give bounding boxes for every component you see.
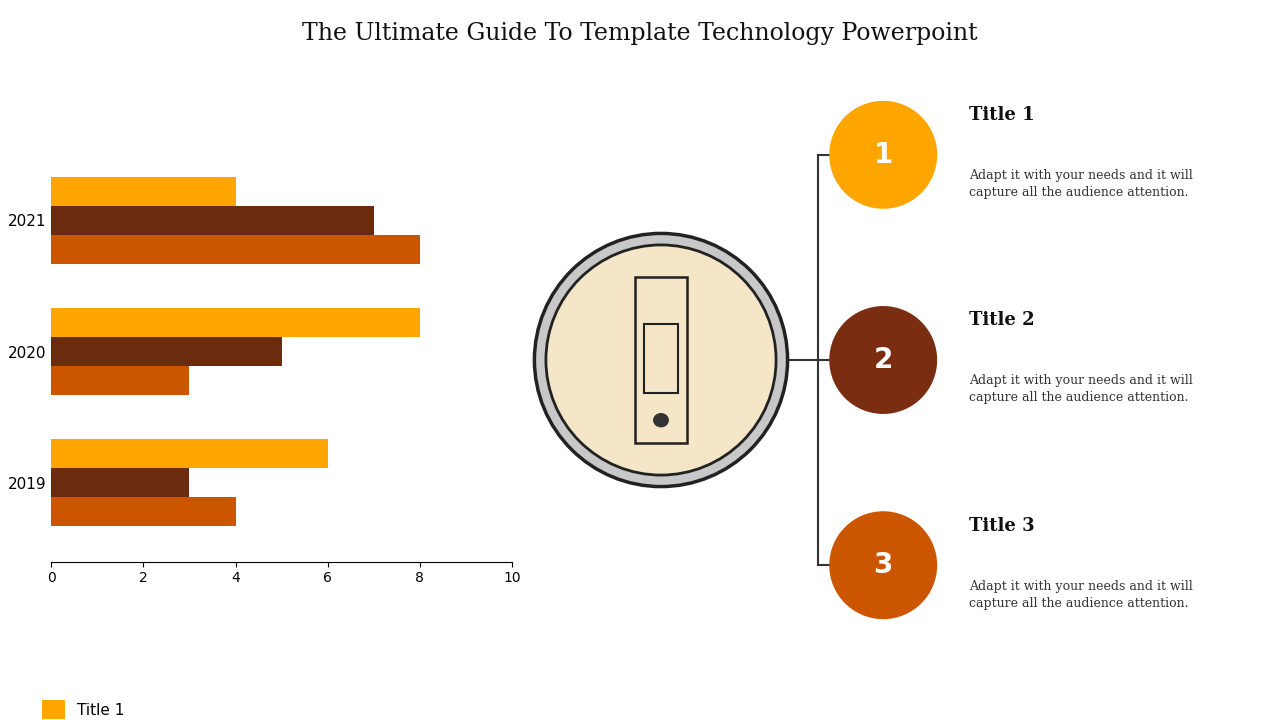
- Ellipse shape: [829, 101, 937, 209]
- Bar: [51, 469, 189, 498]
- Bar: [51, 498, 236, 526]
- Text: Title 2: Title 2: [969, 311, 1034, 329]
- Text: Adapt it with your needs and it will
capture all the audience attention.: Adapt it with your needs and it will cap…: [969, 580, 1193, 610]
- Text: 3: 3: [873, 552, 893, 579]
- FancyBboxPatch shape: [644, 324, 678, 393]
- Bar: [51, 235, 420, 264]
- Bar: [51, 206, 374, 235]
- Text: 1: 1: [873, 141, 893, 168]
- Circle shape: [653, 413, 669, 428]
- Text: Title 1: Title 1: [969, 106, 1034, 124]
- Bar: [51, 439, 328, 469]
- Ellipse shape: [545, 245, 776, 475]
- Text: 2: 2: [873, 346, 893, 374]
- Bar: [51, 177, 236, 206]
- Ellipse shape: [829, 511, 937, 619]
- FancyBboxPatch shape: [635, 277, 687, 443]
- Text: Adapt it with your needs and it will
capture all the audience attention.: Adapt it with your needs and it will cap…: [969, 374, 1193, 405]
- Text: The Ultimate Guide To Template Technology Powerpoint: The Ultimate Guide To Template Technolog…: [302, 22, 978, 45]
- Legend: Title 1, Title 2, Title 3: Title 1, Title 2, Title 3: [36, 694, 131, 720]
- Text: Title 3: Title 3: [969, 517, 1034, 534]
- Bar: [51, 366, 189, 395]
- Text: Adapt it with your needs and it will
capture all the audience attention.: Adapt it with your needs and it will cap…: [969, 169, 1193, 199]
- Ellipse shape: [829, 306, 937, 414]
- Bar: [51, 308, 420, 337]
- Bar: [51, 337, 282, 366]
- Ellipse shape: [535, 233, 787, 487]
